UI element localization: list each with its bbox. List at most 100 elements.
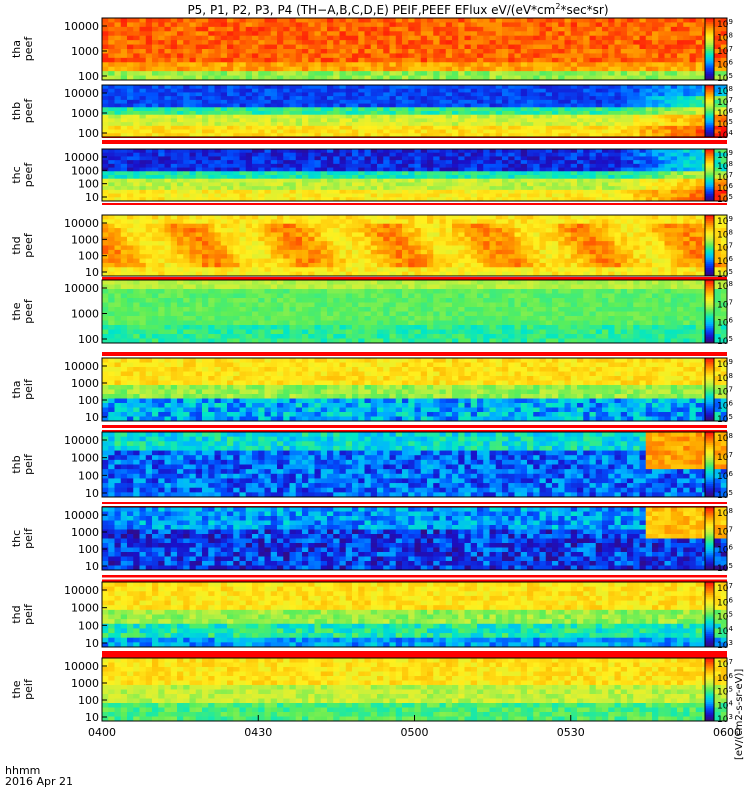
heatmap-cell [327, 118, 334, 123]
heatmap-cell [639, 193, 647, 198]
heatmap-cell [427, 232, 434, 238]
heatmap-cell [502, 129, 509, 134]
heatmap-cell [289, 62, 297, 68]
panel-separator-gap [102, 428, 727, 430]
heatmap-cell [389, 182, 397, 187]
heatmap-cell [308, 88, 315, 93]
heatmap-cell [345, 22, 353, 28]
heatmap-cell [627, 232, 634, 238]
heatmap-cell [295, 186, 303, 191]
heatmap-cell [327, 111, 334, 116]
heatmap-cell [145, 53, 153, 59]
heatmap-cell [508, 232, 515, 238]
heatmap-cell [720, 114, 728, 119]
heatmap-cell [402, 193, 409, 198]
heatmap-cell [420, 232, 428, 238]
heatmap-cell [464, 223, 472, 229]
heatmap-cell [277, 223, 284, 229]
heatmap-cell [177, 111, 184, 116]
heatmap-cell [233, 186, 240, 191]
heatmap-cell [258, 193, 265, 198]
heatmap-cell [433, 114, 440, 119]
heatmap-cell [577, 178, 584, 183]
heatmap-cell [295, 22, 303, 28]
heatmap-cell [514, 44, 522, 50]
heatmap-cell [208, 44, 215, 50]
heatmap-cell [283, 133, 290, 138]
heatmap-cell [327, 167, 334, 172]
heatmap-cell [102, 160, 109, 165]
heatmap-cell [195, 96, 203, 101]
heatmap-cell [352, 103, 359, 108]
heatmap-cell [102, 175, 109, 180]
heatmap-cell [545, 103, 553, 108]
heatmap-cell [627, 71, 634, 76]
heatmap-cell [458, 160, 465, 165]
heatmap-cell [564, 118, 572, 123]
heatmap-cell [552, 96, 559, 101]
heatmap-cell [602, 167, 609, 172]
heatmap-cell [502, 62, 509, 68]
heatmap-cell [239, 197, 247, 202]
heatmap-cell [158, 228, 165, 233]
heatmap-cell [564, 125, 572, 130]
heatmap-cell [683, 149, 690, 154]
heatmap-cell [114, 178, 122, 183]
heatmap-cell [658, 44, 665, 50]
heatmap-cell [408, 111, 415, 116]
heatmap-cell [364, 125, 372, 130]
panel-separator-gap [102, 577, 727, 580]
heatmap-cell [164, 26, 172, 32]
heatmap-cell [570, 163, 578, 168]
heatmap-cell [602, 107, 609, 112]
heatmap-cell [508, 122, 515, 127]
heatmap-cell [533, 219, 540, 225]
heatmap-cell [158, 223, 165, 229]
heatmap-cell [527, 215, 534, 220]
heatmap-cell [245, 215, 253, 220]
heatmap-cell [439, 193, 447, 198]
heatmap-cell [277, 219, 284, 225]
heatmap-cell [177, 92, 184, 97]
heatmap-cell [139, 118, 147, 123]
heatmap-cell [645, 26, 653, 32]
heatmap-cell [695, 167, 703, 172]
heatmap-cell [714, 171, 722, 176]
heatmap-cell [564, 96, 572, 101]
heatmap-cell [177, 35, 184, 41]
heatmap-cell [195, 186, 203, 191]
heatmap-cell [502, 215, 509, 220]
heatmap-cell [327, 99, 334, 104]
heatmap-cell [477, 75, 484, 81]
heatmap-cell [664, 189, 672, 194]
heatmap-cell [620, 197, 628, 202]
heatmap-cell [345, 189, 353, 194]
heatmap-cell [533, 163, 540, 168]
heatmap-cell [645, 62, 653, 68]
heatmap-cell [133, 236, 140, 242]
heatmap-cell [289, 171, 297, 176]
heatmap-cell [320, 53, 328, 59]
heatmap-cell [458, 107, 465, 112]
heatmap-cell [395, 111, 403, 116]
heatmap-cell [408, 92, 415, 97]
heatmap-cell [308, 66, 315, 72]
panel-separator-gap [102, 504, 727, 506]
heatmap-cell [427, 111, 434, 116]
heatmap-cell [195, 122, 203, 127]
heatmap-cell [408, 223, 415, 229]
heatmap-cell [239, 236, 247, 242]
heatmap-cell [239, 57, 247, 63]
heatmap-cell [677, 99, 684, 104]
heatmap-cell [489, 114, 497, 119]
heatmap-cell [102, 107, 109, 112]
heatmap-cell [358, 49, 365, 54]
heatmap-cell [545, 26, 553, 32]
heatmap-cell [408, 26, 415, 32]
heatmap-cell [489, 75, 497, 81]
heatmap-cell [508, 40, 515, 45]
heatmap-cell [539, 223, 547, 229]
heatmap-cell [689, 197, 697, 202]
heatmap-cell [570, 133, 578, 138]
heatmap-cell [139, 125, 147, 130]
